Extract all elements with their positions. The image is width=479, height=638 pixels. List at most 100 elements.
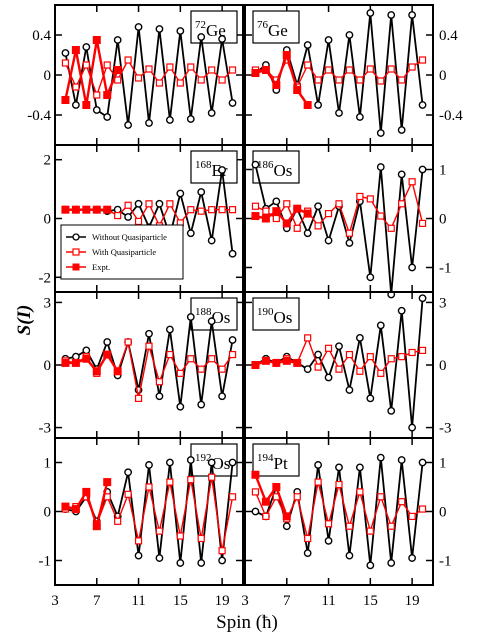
data-point: [314, 76, 322, 84]
data-point: [366, 9, 375, 17]
data-point: [145, 119, 153, 127]
data-point: [145, 483, 153, 491]
panel-194-pt: 1 0 -1 3 7 11 15 19 194Pt: [241, 437, 452, 609]
data-point: [356, 488, 364, 496]
panel-168-er: 2 0 -2 168Er Without Quasiparticle With Quasi…: [39, 144, 244, 293]
data-point: [397, 170, 406, 179]
data-point: [251, 507, 260, 516]
nucleus-symbol: Os: [212, 454, 231, 473]
nucleus-symbol: Ge: [206, 21, 226, 40]
data-point: [155, 554, 164, 562]
data-point: [61, 49, 70, 57]
data-point: [366, 353, 374, 361]
data-point: [387, 11, 396, 19]
nucleus-label: 186Os: [257, 159, 292, 180]
data-point: [272, 214, 280, 223]
data-point: [124, 121, 133, 129]
data-point: [124, 201, 132, 209]
data-point: [314, 478, 322, 486]
data-point: [282, 512, 291, 521]
data-point: [218, 556, 227, 565]
data-point: [366, 195, 374, 203]
series-with-quasiparticle: [61, 56, 237, 99]
legend-marker: [72, 233, 80, 241]
data-point: [261, 497, 270, 506]
nucleus-mass-number: 72: [195, 19, 206, 31]
data-point: [272, 197, 281, 206]
data-point: [134, 394, 143, 402]
data-point: [251, 470, 260, 479]
data-point: [304, 534, 312, 543]
nucleus-label-box: [252, 443, 300, 477]
data-point: [92, 36, 101, 44]
data-point: [345, 350, 354, 359]
series-expt-: [251, 204, 312, 228]
data-point: [376, 453, 385, 462]
y-tick-label: -2: [39, 270, 52, 286]
data-point: [186, 229, 195, 238]
data-point: [387, 224, 395, 232]
data-point: [293, 224, 301, 232]
y-tick-label: 0.4: [32, 28, 51, 44]
y-tick-label: -1: [439, 554, 452, 570]
data-point: [418, 219, 427, 227]
data-point: [345, 66, 354, 74]
data-point: [366, 65, 374, 73]
data-point: [186, 456, 195, 464]
data-point: [304, 334, 312, 342]
data-point: [92, 205, 101, 214]
data-point: [197, 33, 206, 41]
x-tick-label: 11: [321, 593, 335, 609]
series-expt-: [61, 478, 112, 531]
data-point: [218, 76, 226, 84]
data-point: [92, 106, 101, 114]
data-point: [103, 91, 112, 99]
data-point: [408, 348, 416, 357]
data-point: [71, 352, 80, 361]
series-expt-: [61, 205, 112, 214]
data-point: [251, 212, 260, 221]
y-tick-label: 1: [439, 163, 447, 179]
y-tick-label: -3: [39, 421, 52, 437]
nucleus-mass-number: 190: [257, 306, 274, 318]
nucleus-mass-number: 188: [195, 306, 212, 318]
data-point: [356, 367, 364, 375]
data-point: [207, 317, 216, 326]
data-point: [387, 522, 395, 530]
data-point: [418, 458, 427, 467]
data-point: [155, 25, 164, 33]
data-point: [114, 211, 122, 220]
data-point: [145, 461, 153, 469]
data-point: [398, 76, 406, 84]
y-tick-label: 0: [44, 212, 52, 228]
data-point: [114, 517, 122, 525]
data-point: [345, 229, 354, 237]
data-point: [345, 386, 354, 394]
data-point: [366, 561, 375, 570]
data-point: [418, 165, 427, 174]
data-point: [324, 66, 333, 74]
data-point: [207, 458, 216, 467]
data-point: [61, 502, 70, 511]
panel-188-os: 3 0 -3 188Os: [39, 291, 244, 439]
data-point: [197, 188, 206, 196]
data-point: [387, 65, 395, 73]
data-point: [303, 41, 312, 49]
series-without-quasiparticle: [61, 23, 237, 129]
data-point: [293, 204, 302, 213]
data-point: [165, 458, 174, 467]
data-point: [93, 91, 101, 99]
data-point: [293, 86, 302, 94]
data-point: [377, 77, 385, 85]
data-point: [345, 551, 354, 560]
data-point: [398, 498, 406, 506]
data-point: [113, 205, 122, 214]
y-tick-label: 0.4: [439, 28, 458, 44]
data-point: [134, 551, 143, 560]
data-point: [376, 321, 385, 330]
data-point: [335, 76, 343, 84]
nucleus-symbol: Ge: [268, 21, 288, 40]
data-point: [134, 199, 143, 208]
data-point: [176, 559, 185, 567]
